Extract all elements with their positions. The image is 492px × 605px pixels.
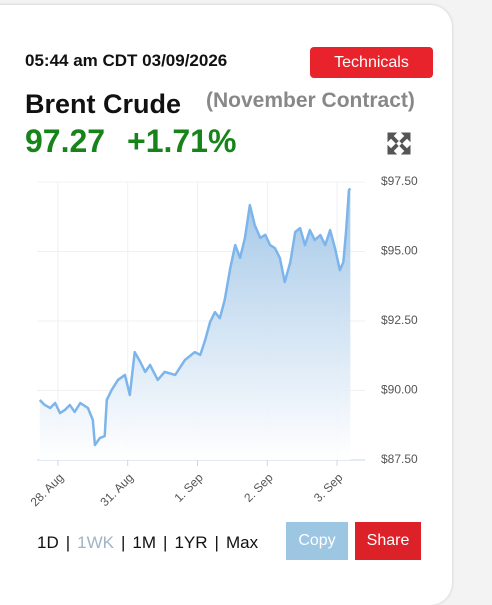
- page: {"header": {"timestamp": "05:44 am CDT 0…: [0, 5, 452, 605]
- expand-arrow[interactable]: [399, 143, 411, 155]
- price-change: +1.71%: [127, 123, 237, 159]
- x-tick-label: 3. Sep: [311, 470, 346, 505]
- share-button[interactable]: Share: [355, 522, 421, 560]
- range-selector: 1D | 1WK | 1M | 1YR | Max: [37, 533, 258, 553]
- range-button[interactable]: 1D: [37, 533, 59, 552]
- y-tick-label: $87.50: [381, 452, 418, 466]
- price: 97.27: [25, 123, 106, 159]
- range-button[interactable]: 1YR: [174, 533, 208, 552]
- separator: |: [65, 533, 71, 552]
- technicals-button[interactable]: Technicals: [310, 47, 433, 78]
- contract: (November Contract): [206, 89, 415, 112]
- chart: $87.50 $90.00 $92.50 $95.00 $97.50 28. Aug 31.…: [28, 131, 418, 509]
- x-tick-label: 1. Sep: [171, 470, 206, 505]
- copy-button[interactable]: Copy: [286, 522, 348, 560]
- expand-arrow[interactable]: [387, 143, 399, 155]
- x-tick-label: 28. Aug: [28, 470, 67, 509]
- line: [38, 187, 352, 447]
- y-tick-label: $97.50: [381, 174, 418, 188]
- instrument-name: Brent Crude: [25, 89, 182, 119]
- y-tick-label: $90.00: [381, 383, 418, 397]
- separator: |: [214, 533, 219, 552]
- x-tick-label: 2. Sep: [241, 470, 276, 505]
- timestamp: 05:44 am CDT 03/09/2026: [25, 51, 228, 70]
- x-tick-label: 31. Aug: [97, 470, 136, 509]
- range-button[interactable]: 1WK: [77, 533, 114, 552]
- expand-arrow[interactable]: [387, 132, 399, 144]
- range-button[interactable]: Max: [225, 533, 259, 552]
- y-tick-label: $95.00: [381, 244, 418, 258]
- range-button[interactable]: 1M: [132, 533, 157, 552]
- area: [39, 188, 351, 460]
- separator: |: [163, 533, 168, 552]
- expand-icon[interactable]: [386, 131, 412, 156]
- expand-arrow[interactable]: [399, 132, 411, 144]
- separator: |: [121, 533, 126, 552]
- y-tick-label: $92.50: [381, 313, 418, 327]
